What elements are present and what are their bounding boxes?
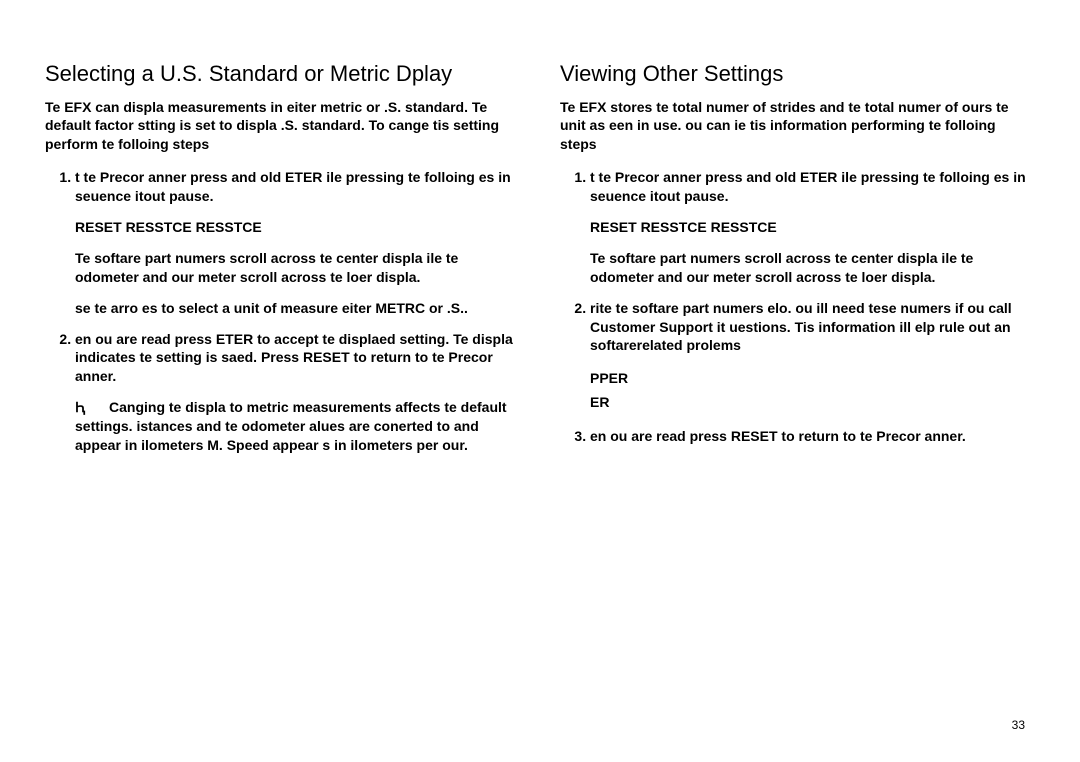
- left-steps-cont: en ou are read press ETER to accept te d…: [45, 330, 520, 387]
- right-column: Viewing Other Settings Te EFX stores te …: [560, 60, 1035, 718]
- right-steps: t te Precor anner press and old ETER ile…: [560, 168, 1035, 206]
- right-fields: PPER ER: [560, 367, 1035, 415]
- right-heading: Viewing Other Settings: [560, 60, 1035, 88]
- note-icon: Ԧ: [75, 398, 109, 417]
- right-step-1: t te Precor anner press and old ETER ile…: [590, 168, 1035, 206]
- field-lower: ER: [590, 391, 1035, 415]
- left-key-sequence: RESET RESSTCE RESSTCE: [45, 218, 520, 237]
- left-step-1: t te Precor anner press and old ETER ile…: [75, 168, 520, 206]
- right-steps-cont: rite te softare part numers elo. ou ill …: [560, 299, 1035, 356]
- left-heading: Selecting a U.S. Standard or Metric Dpla…: [45, 60, 520, 88]
- left-step-2: en ou are read press ETER to accept te d…: [75, 330, 520, 387]
- right-intro: Te EFX stores te total numer of strides …: [560, 98, 1035, 155]
- two-column-layout: Selecting a U.S. Standard or Metric Dpla…: [45, 60, 1035, 718]
- right-key-sequence: RESET RESSTCE RESSTCE: [560, 218, 1035, 237]
- right-after-1: Te softare part numers scroll across te …: [560, 249, 1035, 287]
- right-step-2: rite te softare part numers elo. ou ill …: [590, 299, 1035, 356]
- field-upper: PPER: [590, 367, 1035, 391]
- left-steps: t te Precor anner press and old ETER ile…: [45, 168, 520, 206]
- right-step-3: en ou are read press RESET to return to …: [590, 427, 1035, 446]
- note-body: Canging te displa to metric measurements…: [75, 399, 507, 453]
- left-note: ԦCanging te displa to metric measurement…: [45, 398, 520, 455]
- left-column: Selecting a U.S. Standard or Metric Dpla…: [45, 60, 520, 718]
- right-steps-cont2: en ou are read press RESET to return to …: [560, 427, 1035, 446]
- left-after-1b: se te arro es to select a unit of measur…: [45, 299, 520, 318]
- left-after-1a: Te softare part numers scroll across te …: [45, 249, 520, 287]
- left-intro: Te EFX can displa measurements in eiter …: [45, 98, 520, 155]
- manual-page: Selecting a U.S. Standard or Metric Dpla…: [0, 0, 1080, 762]
- page-number: 33: [45, 718, 1035, 732]
